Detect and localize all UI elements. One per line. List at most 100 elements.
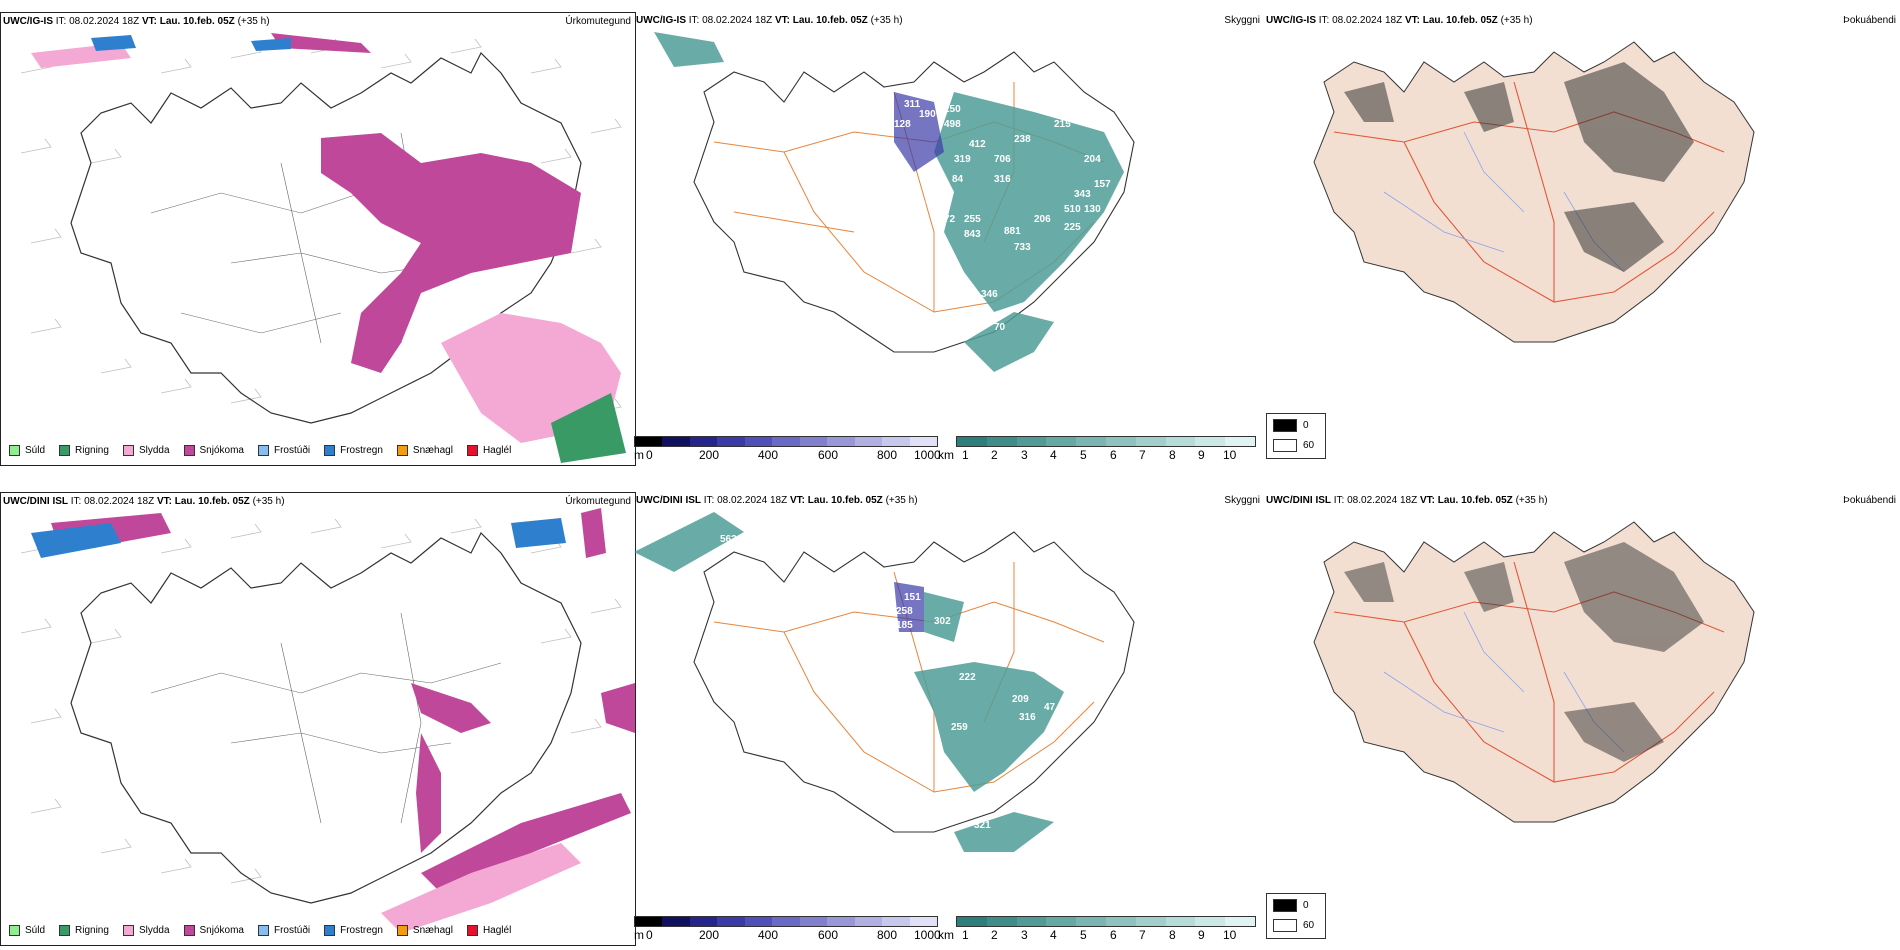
- vis-label: 498: [944, 119, 961, 130]
- freezing-rain-top: [91, 35, 291, 51]
- tick: 8: [1169, 448, 1176, 462]
- vt-label: VT:: [156, 496, 172, 507]
- it-value: 08.02.2024 18Z: [69, 16, 140, 27]
- height-ticks: m 0 200 400 600 800 1000: [634, 928, 954, 942]
- vis-label: 72: [944, 214, 956, 225]
- vis-label: 185: [896, 620, 913, 631]
- vis-label: 250: [944, 104, 961, 115]
- height-ticks: m 0 200 400 600 800 1000: [634, 448, 954, 462]
- tick: 5: [1080, 448, 1087, 462]
- visibility-panel-top: 311 250 498 128 190 412 238 215 204 319 …: [634, 12, 1264, 464]
- legend-item: Súld: [9, 445, 45, 456]
- vis-label: 84: [952, 174, 964, 185]
- fog-shading: [1344, 542, 1704, 762]
- tick: 6: [1110, 928, 1117, 942]
- fog-legend-label: 60: [1303, 920, 1315, 931]
- vis-label: 881: [1004, 226, 1021, 237]
- legend-item: Rigning: [59, 445, 109, 456]
- vis-label: 733: [1014, 242, 1031, 253]
- tick: 800: [877, 928, 898, 942]
- tick: 1: [962, 448, 969, 462]
- fog-legend-label: 0: [1303, 900, 1309, 911]
- visibility-ticks: km 1 2 3 4 5 6 7 8 9 10: [938, 928, 1264, 942]
- visibility-map-top: 311 250 498 128 190 412 238 215 204 319 …: [654, 32, 1135, 372]
- tick: 9: [1198, 928, 1205, 942]
- it-value: 08.02.2024 18Z: [84, 496, 155, 507]
- vis-label: 209: [1012, 694, 1029, 705]
- tick: 600: [818, 928, 839, 942]
- tick: 7: [1139, 448, 1146, 462]
- visibility-unit: km: [938, 448, 954, 462]
- model-name: UWC/IG-IS: [3, 16, 53, 27]
- tick: 800: [877, 448, 898, 462]
- panel-type-title: Úrkomutegund: [565, 16, 631, 27]
- iceland-coast: [70, 531, 582, 904]
- legend-item: Snæhagl: [396, 925, 453, 936]
- legend-item: Slydda: [122, 445, 170, 456]
- vis-label: 215: [1054, 119, 1071, 130]
- roads-bottom: [150, 612, 502, 824]
- model-name: UWC/DINI ISL: [1266, 495, 1331, 506]
- tick: 3: [1021, 928, 1028, 942]
- vis-label: 346: [981, 289, 998, 300]
- precip-type-legend: Súld Rigning Slydda Snjókoma Frostúði Fr…: [9, 445, 511, 456]
- vis-label: 157: [1094, 179, 1111, 190]
- vis-label: 316: [994, 174, 1011, 185]
- vt-value: Lau. 10.feb. 05Z: [807, 495, 883, 506]
- legend-item: Haglél: [466, 445, 511, 456]
- legend-item: Frostúði: [257, 445, 310, 456]
- roads-top: [150, 132, 502, 344]
- fog-panel-bottom: UWC/DINI ISL IT: 08.02.2024 18Z VT: Lau.…: [1264, 492, 1900, 944]
- tick: 600: [818, 448, 839, 462]
- model-name: UWC/DINI ISL: [3, 496, 68, 507]
- vis-label: 238: [1014, 134, 1031, 145]
- visibility-map-bottom: 151 258 302 185 171 222 209 47 316 259 3…: [634, 512, 1135, 852]
- legend-item: Frostregn: [324, 445, 383, 456]
- tick: 4: [1050, 928, 1057, 942]
- lead-time: (+35 h): [870, 15, 903, 26]
- visibility-colorbar: [956, 916, 1256, 927]
- visibility-labels: 311 250 498 128 190 412 238 215 204 319 …: [894, 99, 1111, 333]
- tick: 0: [646, 928, 653, 942]
- it-label: IT:: [1318, 15, 1330, 26]
- vt-label: VT:: [774, 15, 790, 26]
- iceland-coast: [693, 51, 1135, 353]
- tick: 400: [758, 928, 779, 942]
- tick: 6: [1110, 448, 1117, 462]
- it-label: IT:: [55, 16, 67, 27]
- lead-time: (+35 h): [252, 496, 285, 507]
- height-unit: m: [634, 448, 644, 462]
- fog-map-top: [1313, 41, 1755, 343]
- it-label: IT:: [70, 496, 82, 507]
- tick: 1: [962, 928, 969, 942]
- vis-label: 321: [974, 820, 991, 831]
- visibility-unit: km: [938, 928, 954, 942]
- tick: 200: [699, 928, 720, 942]
- legend-item: Frostregn: [324, 925, 383, 936]
- panel-type-title: Þokuábendi: [1843, 495, 1896, 506]
- legend-item: Haglél: [466, 925, 511, 936]
- vis-label: 316: [1019, 712, 1036, 723]
- vt-value: Lau. 10.feb. 05Z: [1437, 495, 1513, 506]
- wind-barbs: [20, 518, 622, 884]
- lead-time: (+35 h): [237, 16, 270, 27]
- lead-time: (+35 h): [1515, 495, 1548, 506]
- vis-label: 258: [896, 606, 913, 617]
- low-visibility-blue: [894, 92, 944, 172]
- vis-label: 843: [964, 229, 981, 240]
- it-label: IT:: [1333, 495, 1345, 506]
- visibility-ticks: km 1 2 3 4 5 6 7 8 9 10: [938, 448, 1264, 462]
- visibility-colorbar: [956, 436, 1256, 447]
- it-value: 08.02.2024 18Z: [1347, 495, 1418, 506]
- low-visibility-blue: [894, 582, 924, 632]
- vis-label: 563: [720, 534, 737, 545]
- fog-panel-top: UWC/IG-IS IT: 08.02.2024 18Z VT: Lau. 10…: [1264, 12, 1900, 464]
- precip-type-panel-bottom: UWC/DINI ISL IT: 08.02.2024 18Z VT: Lau.…: [0, 492, 636, 946]
- fog-legend-top: 0 60: [1266, 413, 1326, 459]
- vt-label: VT:: [141, 16, 157, 27]
- vt-label: VT:: [1419, 495, 1435, 506]
- precip-map-bottom: [20, 508, 635, 933]
- low-visibility-teal: [634, 512, 1064, 852]
- fog-legend-bottom: 0 60: [1266, 893, 1326, 939]
- vt-label: VT:: [789, 495, 805, 506]
